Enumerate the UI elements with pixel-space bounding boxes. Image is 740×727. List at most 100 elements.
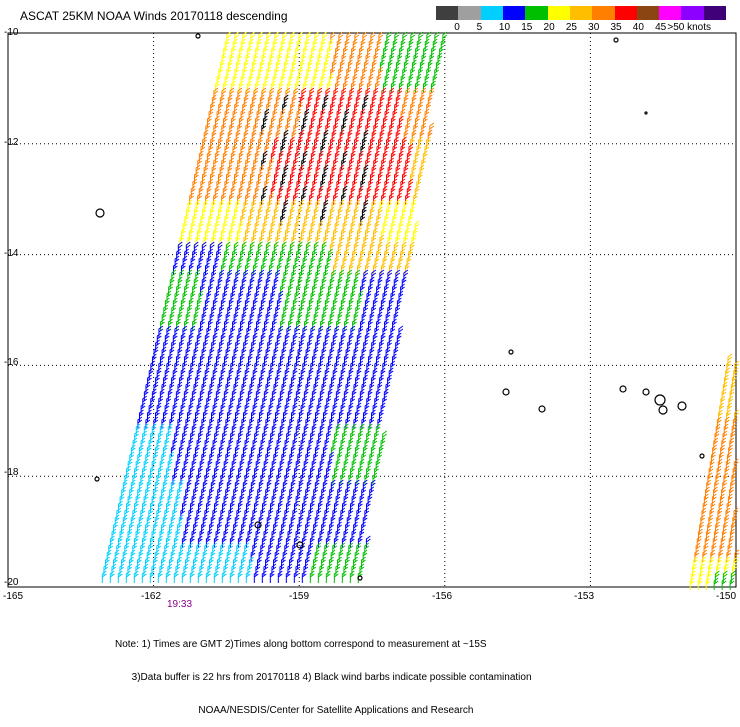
x-axis-label-2: -159 bbox=[289, 591, 310, 602]
footnote: Note: 1) Times are GMT 2)Times along bot… bbox=[115, 617, 532, 727]
wind-barb bbox=[269, 570, 275, 583]
wind-barb bbox=[229, 570, 235, 583]
scale-label: 20 bbox=[543, 22, 555, 33]
scale-swatch bbox=[502, 6, 526, 20]
wind-barb bbox=[325, 570, 331, 583]
scale-label: 40 bbox=[632, 22, 644, 33]
wind-barb bbox=[197, 570, 203, 583]
scale-label: 0 bbox=[454, 22, 460, 33]
island-outline bbox=[619, 385, 627, 393]
y-axis-label-5: -20 bbox=[4, 577, 19, 588]
wind-barb bbox=[141, 570, 147, 583]
y-axis-label-0: -10 bbox=[4, 27, 19, 38]
scale-swatch bbox=[436, 6, 459, 20]
color-scale-bar bbox=[436, 6, 727, 20]
wind-barb bbox=[341, 570, 347, 583]
scale-label: 10 bbox=[498, 22, 511, 33]
wind-map bbox=[7, 31, 740, 590]
wind-barb bbox=[317, 570, 323, 583]
scale-swatch bbox=[458, 6, 481, 20]
wind-barb bbox=[697, 577, 703, 590]
island-outline bbox=[699, 453, 705, 459]
wind-barb bbox=[157, 570, 163, 583]
wind-barb bbox=[221, 570, 227, 583]
map-title: ASCAT 25KM NOAA Winds 20170118 descendin… bbox=[20, 9, 288, 23]
island-outline bbox=[642, 388, 650, 396]
island-outline bbox=[195, 33, 201, 39]
scale-label: 30 bbox=[588, 22, 600, 33]
island-outline bbox=[502, 388, 510, 396]
wind-barb bbox=[149, 570, 155, 583]
island-outline bbox=[357, 575, 363, 581]
wind-barb bbox=[205, 570, 211, 583]
wind-barb bbox=[101, 570, 107, 583]
wind-barb bbox=[277, 570, 283, 583]
island-outline bbox=[94, 476, 100, 482]
scale-label: 25 bbox=[565, 22, 577, 33]
wind-barb bbox=[721, 577, 727, 590]
y-axis-label-2: -14 bbox=[4, 248, 19, 259]
wind-barb bbox=[165, 570, 171, 583]
scale-label: 35 bbox=[610, 22, 622, 33]
wind-barb bbox=[301, 570, 307, 583]
x-axis-label-3: -156 bbox=[432, 591, 453, 602]
plot-frame bbox=[7, 32, 737, 588]
island-outline bbox=[658, 405, 668, 415]
wind-barb bbox=[713, 577, 719, 590]
x-axis-label-1: -162 bbox=[141, 591, 162, 602]
wind-barb bbox=[689, 577, 695, 590]
scale-label: 5 bbox=[476, 22, 483, 33]
y-axis-label-4: -18 bbox=[4, 467, 19, 478]
wind-barb bbox=[309, 570, 315, 583]
island-outline bbox=[613, 37, 619, 43]
scale-swatch bbox=[547, 6, 570, 20]
wind-barb bbox=[213, 570, 219, 583]
footnote-line-3: NOAA/NESDIS/Center for Satellite Applica… bbox=[115, 705, 474, 716]
island-outline bbox=[538, 405, 546, 413]
scale-swatch bbox=[659, 6, 682, 20]
scale-swatch bbox=[703, 6, 727, 20]
wind-barb bbox=[117, 570, 123, 583]
scale-swatch bbox=[569, 6, 593, 20]
x-axis-label-0: -165 bbox=[3, 591, 24, 602]
wind-barb bbox=[109, 570, 115, 583]
wind-barb bbox=[125, 570, 131, 583]
wind-barb bbox=[181, 570, 187, 583]
wind-speed-color-scale: 0 5 10 15 20 25 30 35 40 45 >50 knots bbox=[436, 4, 736, 34]
scale-label: 45 bbox=[655, 22, 667, 33]
wind-barb bbox=[293, 570, 299, 583]
wind-barb bbox=[705, 577, 711, 590]
grid-lines bbox=[8, 33, 736, 587]
wind-swath-left bbox=[101, 31, 448, 583]
wind-barb bbox=[285, 570, 291, 583]
wind-barb bbox=[133, 570, 139, 583]
wind-barb bbox=[729, 577, 735, 590]
footnote-line-2: 3)Data buffer is 22 hrs from 20170118 4)… bbox=[115, 672, 532, 683]
wind-barb bbox=[261, 570, 267, 583]
scale-swatch bbox=[636, 6, 660, 20]
scale-swatch bbox=[525, 6, 548, 20]
y-axis-label-3: -16 bbox=[4, 357, 19, 368]
x-axis-label-5: -150 bbox=[716, 591, 737, 602]
wind-barb bbox=[173, 570, 179, 583]
island-outline bbox=[95, 208, 105, 218]
scale-swatch bbox=[592, 6, 615, 20]
y-axis-label-1: -12 bbox=[4, 137, 19, 148]
island-outline bbox=[296, 541, 304, 549]
wind-barb bbox=[349, 570, 355, 583]
footnote-line-1: Note: 1) Times are GMT 2)Times along bot… bbox=[115, 639, 487, 650]
scale-label: 15 bbox=[521, 22, 533, 33]
wind-barb bbox=[253, 570, 259, 583]
scale-swatch bbox=[480, 6, 503, 20]
scale-label: >50 knots bbox=[667, 22, 712, 33]
island-outline bbox=[508, 349, 514, 355]
swath-time-label: 19:33 bbox=[167, 599, 193, 610]
wind-barb bbox=[245, 570, 251, 583]
island-outlines bbox=[94, 33, 705, 581]
wind-barb bbox=[237, 570, 243, 583]
island-outline bbox=[677, 401, 687, 411]
island-outline bbox=[254, 521, 262, 529]
wind-barb bbox=[333, 570, 339, 583]
scale-swatch bbox=[614, 6, 637, 20]
scale-swatch bbox=[681, 6, 704, 20]
